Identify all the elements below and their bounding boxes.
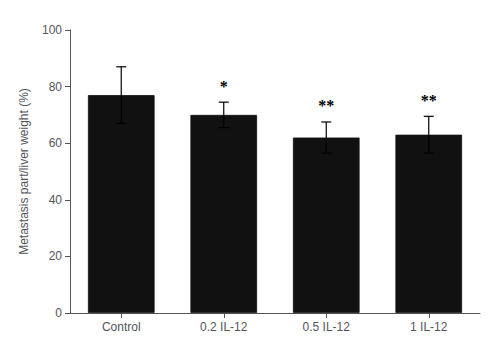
svg-text:20: 20 bbox=[49, 249, 63, 263]
svg-text:Metastasis part/liver weight (: Metastasis part/liver weight (%) bbox=[17, 88, 31, 255]
svg-text:100: 100 bbox=[42, 23, 62, 37]
svg-text:*: * bbox=[220, 78, 228, 95]
svg-text:1 IL-12: 1 IL-12 bbox=[410, 320, 448, 334]
svg-text:0.2 IL-12: 0.2 IL-12 bbox=[200, 320, 248, 334]
svg-text:0: 0 bbox=[55, 306, 62, 320]
svg-text:**: ** bbox=[318, 97, 334, 114]
svg-text:Control: Control bbox=[102, 320, 141, 334]
svg-text:80: 80 bbox=[49, 80, 63, 94]
svg-text:**: ** bbox=[421, 92, 437, 109]
svg-text:60: 60 bbox=[49, 136, 63, 150]
svg-text:0.5 IL-12: 0.5 IL-12 bbox=[303, 320, 351, 334]
svg-text:40: 40 bbox=[49, 193, 63, 207]
